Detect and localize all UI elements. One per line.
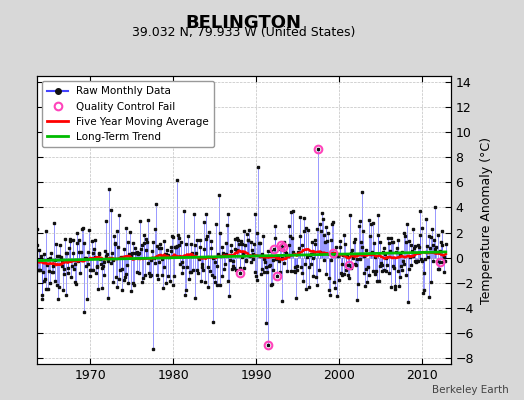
Text: Berkeley Earth: Berkeley Earth: [432, 385, 508, 395]
Text: BELINGTON: BELINGTON: [185, 14, 302, 32]
Y-axis label: Temperature Anomaly (°C): Temperature Anomaly (°C): [479, 136, 493, 304]
Legend: Raw Monthly Data, Quality Control Fail, Five Year Moving Average, Long-Term Tren: Raw Monthly Data, Quality Control Fail, …: [42, 81, 214, 147]
Text: 39.032 N, 79.933 W (United States): 39.032 N, 79.933 W (United States): [132, 26, 355, 39]
